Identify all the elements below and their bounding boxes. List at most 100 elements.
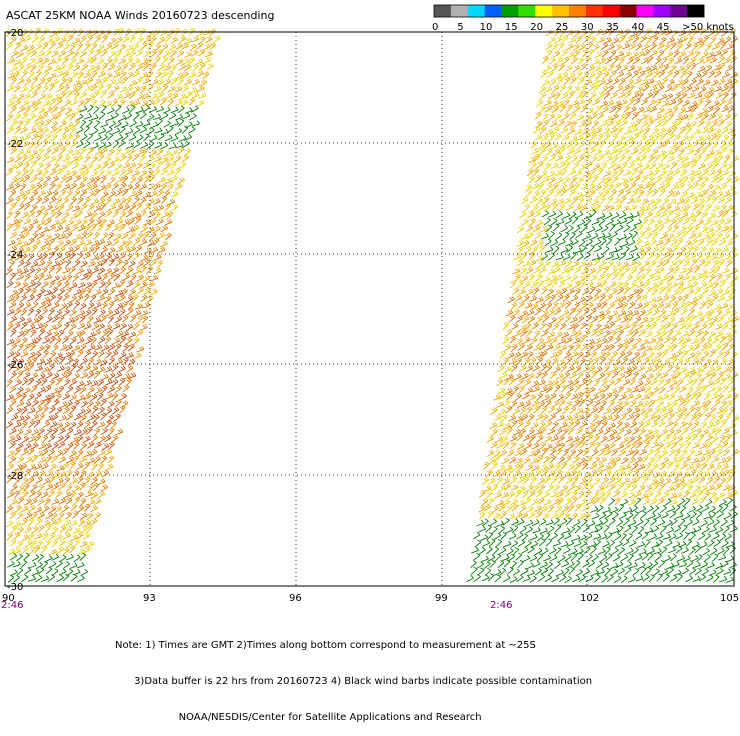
wind-barb — [573, 302, 580, 311]
wind-barb — [531, 147, 540, 155]
wind-barb — [682, 121, 691, 129]
wind-barb — [175, 113, 184, 121]
wind-barb — [667, 470, 676, 478]
wind-barb — [561, 134, 570, 141]
wind-barb — [526, 168, 534, 177]
wind-barb — [28, 504, 36, 513]
wind-barb — [90, 518, 98, 526]
wind-barb — [682, 357, 690, 366]
scale-label: 45 — [657, 22, 670, 33]
wind-barb — [691, 181, 699, 190]
wind-barb — [689, 532, 696, 541]
wind-barb — [35, 209, 42, 218]
wind-barb — [34, 323, 44, 330]
wind-barb — [555, 56, 563, 65]
wind-barb — [142, 231, 150, 240]
wind-barb — [650, 478, 659, 486]
wind-barb — [154, 43, 162, 52]
wind-barb — [183, 78, 192, 86]
wind-barb — [108, 273, 116, 281]
wind-barb — [610, 365, 619, 373]
wind-barb — [607, 379, 615, 387]
wind-barb — [558, 398, 566, 407]
wind-barb — [121, 301, 128, 310]
wind-barb — [51, 358, 59, 366]
wind-barb — [541, 309, 549, 317]
wind-barb — [699, 301, 707, 310]
wind-barb — [55, 406, 63, 415]
wind-barb — [566, 84, 573, 94]
wind-barb — [536, 280, 544, 289]
wind-barb — [525, 224, 534, 232]
wind-barb — [709, 511, 717, 520]
wind-barb — [100, 258, 108, 267]
wind-barb — [16, 511, 24, 520]
wind-barb — [640, 510, 647, 519]
wind-barb — [583, 252, 591, 260]
wind-barb — [722, 366, 731, 374]
wind-barb — [684, 64, 691, 73]
wind-barb — [698, 85, 707, 94]
wind-barb — [634, 337, 642, 345]
wind-barb — [127, 358, 136, 366]
wind-barb — [555, 35, 563, 44]
wind-barb — [700, 561, 708, 569]
wind-barb — [706, 247, 715, 254]
wind-barb — [631, 547, 639, 555]
wind-barb — [583, 307, 590, 316]
wind-barb — [570, 490, 578, 499]
wind-barb — [77, 71, 84, 80]
wind-barb — [174, 182, 183, 191]
wind-barb — [528, 259, 537, 267]
wind-barb — [135, 202, 143, 211]
wind-barb — [27, 154, 35, 163]
wind-barb — [726, 336, 733, 345]
wind-barb — [84, 57, 93, 64]
wind-barb — [73, 554, 81, 563]
wind-barb — [40, 462, 49, 470]
wind-barb — [547, 92, 556, 100]
wind-barb — [472, 531, 481, 540]
wind-barb — [149, 232, 157, 241]
wind-barb — [610, 350, 618, 359]
wind-barb — [603, 37, 612, 44]
wind-barb — [574, 441, 581, 450]
wind-barb — [710, 175, 719, 183]
wind-barb — [558, 142, 567, 149]
wind-barb — [100, 246, 109, 254]
wind-barb — [604, 212, 613, 220]
wind-barb — [115, 78, 123, 85]
wind-barb — [50, 120, 58, 129]
wind-barb — [76, 337, 85, 344]
wind-barb — [638, 210, 645, 219]
wind-barb — [552, 126, 560, 135]
wind-barb — [635, 575, 644, 582]
wind-barb — [557, 497, 564, 506]
wind-barb — [673, 307, 680, 317]
wind-barb — [549, 153, 557, 162]
wind-barb — [133, 196, 141, 205]
wind-barb — [111, 295, 120, 304]
wind-barb — [153, 182, 161, 191]
wind-barb — [572, 161, 580, 170]
wind-barb — [603, 407, 612, 415]
wind-barb — [570, 294, 579, 302]
wind-barb — [712, 519, 720, 527]
wind-barb — [630, 189, 639, 197]
wind-barb — [33, 545, 41, 554]
wind-barb — [540, 232, 549, 240]
wind-barb — [532, 526, 541, 534]
wind-barb — [654, 99, 662, 108]
wind-barb — [717, 295, 726, 302]
wind-barb — [605, 77, 613, 86]
wind-barb — [108, 176, 116, 185]
wind-barb — [683, 161, 691, 169]
wind-barb — [153, 253, 162, 261]
wind-barb — [632, 155, 641, 163]
wind-barb — [584, 119, 593, 128]
wind-barb — [668, 316, 676, 324]
wind-barb — [58, 385, 65, 394]
wind-barb — [611, 448, 618, 457]
wind-barb — [577, 552, 584, 561]
wind-barb — [38, 456, 47, 464]
